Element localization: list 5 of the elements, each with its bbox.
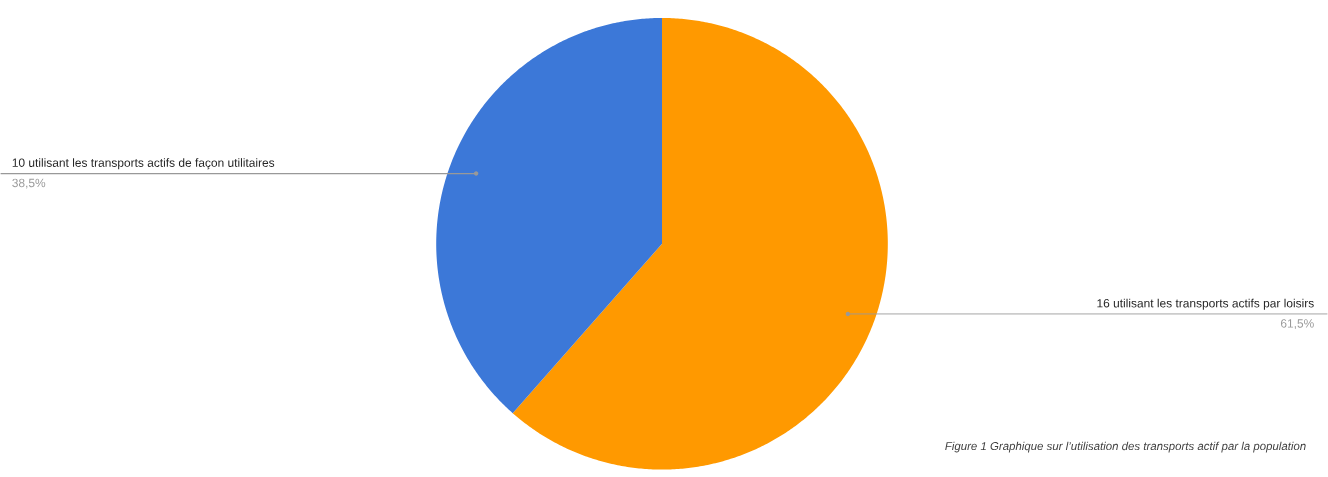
slice-label: 16 utilisant les transports actifs par loisirs bbox=[1097, 298, 1314, 311]
text: Figure 1 Graphique sur l’utilisation des transports actif par la population bbox=[945, 441, 1306, 453]
data-label: 61,5% bbox=[1280, 319, 1314, 330]
data-label: 38,5% bbox=[12, 178, 46, 189]
slice-label: 10 utilisant les transports actifs de façon utilitaires bbox=[12, 158, 275, 170]
